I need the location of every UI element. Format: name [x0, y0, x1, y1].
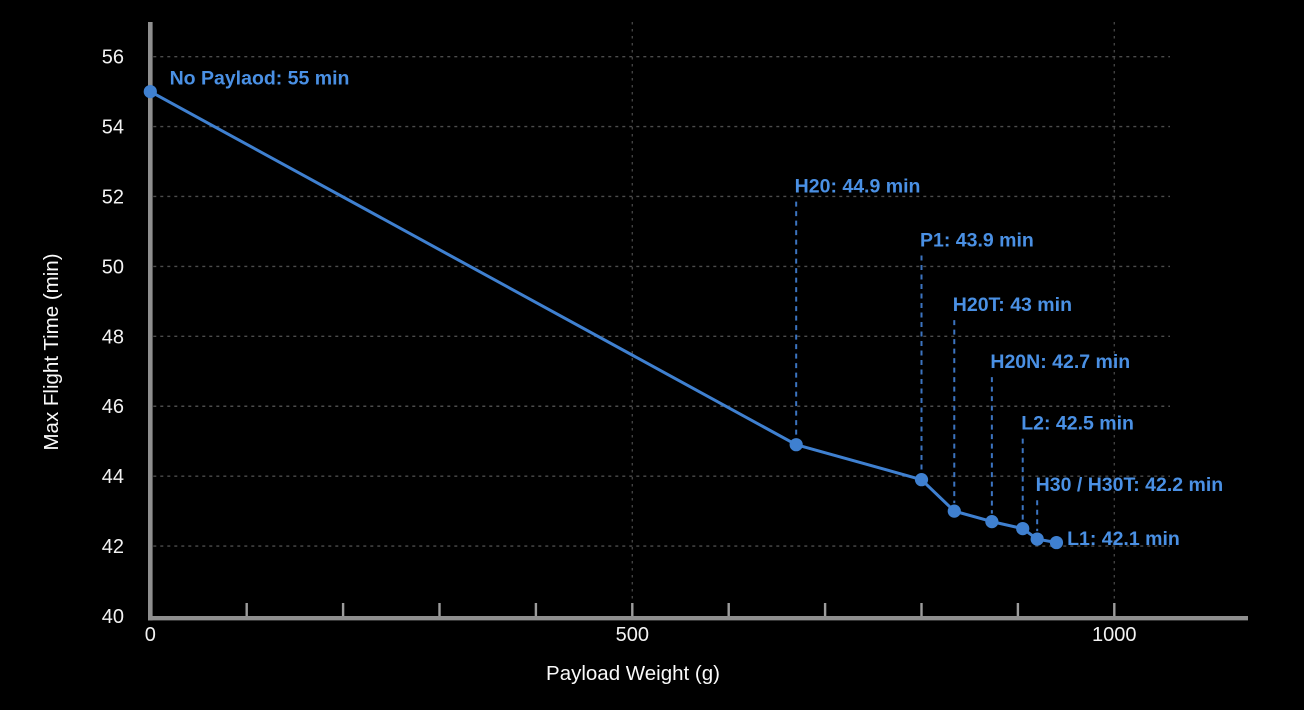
y-tick-label: 48	[102, 326, 124, 348]
data-point-h20	[789, 438, 803, 452]
y-tick-label: 54	[102, 117, 124, 139]
data-point-h30-h30t	[1030, 532, 1044, 546]
x-axis-title: Payload Weight (g)	[546, 662, 720, 685]
data-point-h20t	[947, 504, 961, 518]
point-annotation-l1: L1: 42.1 min	[1067, 528, 1180, 550]
point-annotation-h30-h30t: H30 / H30T: 42.2 min	[1036, 474, 1224, 496]
data-point-l1	[1049, 535, 1064, 550]
data-point-no-payload	[143, 85, 157, 99]
point-annotation-h20t: H20T: 43 min	[953, 294, 1072, 316]
x-tick-label: 1000	[1092, 624, 1137, 646]
y-tick-label: 56	[102, 47, 124, 69]
y-tick-label: 52	[102, 186, 124, 208]
data-point-p1	[914, 473, 929, 487]
point-annotation-p1: P1: 43.9 min	[920, 229, 1034, 251]
x-tick-label: 0	[145, 624, 156, 646]
y-tick-label: 50	[102, 256, 124, 278]
y-axis-title: Max Flight Time (min)	[40, 253, 63, 450]
data-point-h20n	[985, 515, 999, 529]
point-annotation-l2: L2: 42.5 min	[1021, 413, 1134, 435]
point-annotation-no-payload: No Paylaod: 55 min	[170, 68, 350, 90]
y-tick-label: 42	[102, 536, 124, 558]
y-tick-label: 46	[102, 396, 124, 418]
point-annotation-h20n: H20N: 42.7 min	[990, 351, 1130, 373]
y-tick-label: 44	[102, 466, 124, 488]
point-annotation-h20: H20: 44.9 min	[795, 176, 921, 198]
data-point-l2	[1016, 522, 1030, 536]
x-tick-label: 500	[616, 624, 649, 646]
y-tick-label: 40	[102, 606, 124, 628]
